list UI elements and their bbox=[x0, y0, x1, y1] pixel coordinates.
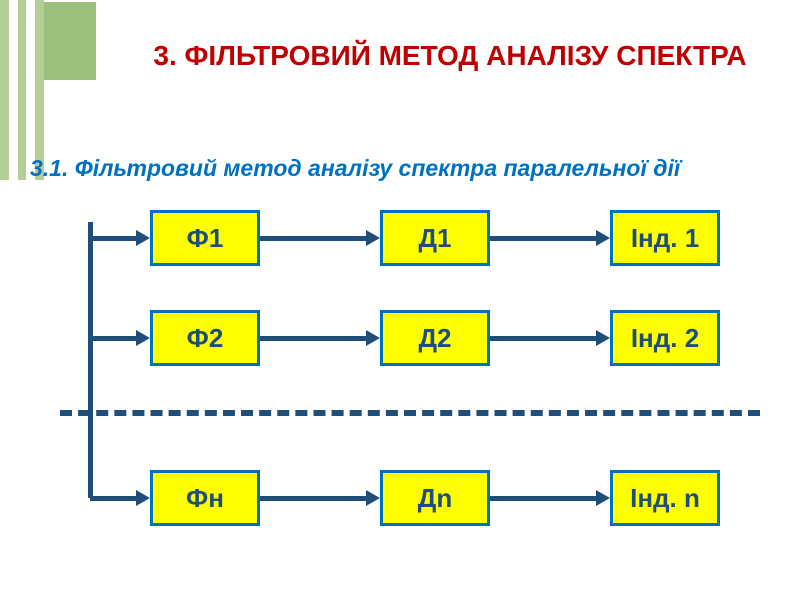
arrow-line bbox=[260, 336, 368, 341]
arrow-line bbox=[490, 336, 598, 341]
arrow-line bbox=[90, 496, 138, 501]
decor-block bbox=[44, 2, 96, 80]
detector-node-2: Д2 bbox=[380, 310, 490, 366]
decor-stripes bbox=[0, 0, 44, 180]
ellipsis-separator bbox=[60, 410, 760, 416]
arrow-head-icon bbox=[136, 330, 150, 346]
arrow-line bbox=[490, 496, 598, 501]
arrow-head-icon bbox=[596, 490, 610, 506]
arrow-head-icon bbox=[366, 490, 380, 506]
filter-node-2: Ф2 bbox=[150, 310, 260, 366]
arrow-head-icon bbox=[596, 230, 610, 246]
arrow-line bbox=[260, 236, 368, 241]
arrow-head-icon bbox=[136, 230, 150, 246]
arrow-head-icon bbox=[366, 230, 380, 246]
arrow-line bbox=[90, 336, 138, 341]
indicator-node-3: Інд. n bbox=[610, 470, 720, 526]
detector-node-3: Дn bbox=[380, 470, 490, 526]
arrow-head-icon bbox=[596, 330, 610, 346]
detector-node-1: Д1 bbox=[380, 210, 490, 266]
bus-line bbox=[88, 222, 93, 498]
arrow-head-icon bbox=[136, 490, 150, 506]
filter-node-3: Фн bbox=[150, 470, 260, 526]
slide-title: 3. ФІЛЬТРОВИЙ МЕТОД АНАЛІЗУ СПЕКТРА bbox=[130, 40, 770, 72]
indicator-node-1: Інд. 1 bbox=[610, 210, 720, 266]
flow-diagram: Ф1 Д1 Інд. 1 Ф2 Д2 Інд. 2 Фн Дn Інд. n bbox=[0, 200, 800, 600]
arrow-line bbox=[90, 236, 138, 241]
slide-subtitle: 3.1. Фільтровий метод аналізу спектра па… bbox=[30, 155, 800, 182]
arrow-head-icon bbox=[366, 330, 380, 346]
arrow-line bbox=[490, 236, 598, 241]
filter-node-1: Ф1 bbox=[150, 210, 260, 266]
arrow-line bbox=[260, 496, 368, 501]
indicator-node-2: Інд. 2 bbox=[610, 310, 720, 366]
corner-decoration bbox=[0, 0, 100, 180]
